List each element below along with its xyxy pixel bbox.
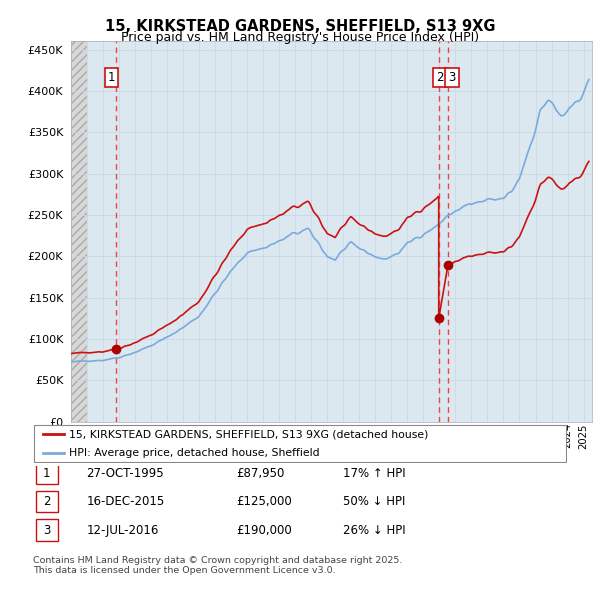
Text: Price paid vs. HM Land Registry's House Price Index (HPI): Price paid vs. HM Land Registry's House …	[121, 31, 479, 44]
Text: 1: 1	[43, 467, 50, 480]
Text: 27-OCT-1995: 27-OCT-1995	[86, 467, 164, 480]
Text: £190,000: £190,000	[236, 525, 292, 537]
Text: 50% ↓ HPI: 50% ↓ HPI	[343, 496, 405, 509]
Text: Contains HM Land Registry data © Crown copyright and database right 2025.
This d: Contains HM Land Registry data © Crown c…	[33, 556, 403, 575]
Text: £87,950: £87,950	[236, 467, 284, 480]
Text: 3: 3	[43, 525, 50, 537]
Text: HPI: Average price, detached house, Sheffield: HPI: Average price, detached house, Shef…	[70, 448, 320, 458]
Text: 15, KIRKSTEAD GARDENS, SHEFFIELD, S13 9XG (detached house): 15, KIRKSTEAD GARDENS, SHEFFIELD, S13 9X…	[70, 430, 428, 440]
Text: 2: 2	[43, 496, 50, 509]
Text: 3: 3	[448, 71, 456, 84]
Text: 17% ↑ HPI: 17% ↑ HPI	[343, 467, 406, 480]
Bar	[35, 519, 58, 541]
Text: 2: 2	[436, 71, 444, 84]
Text: 15, KIRKSTEAD GARDENS, SHEFFIELD, S13 9XG: 15, KIRKSTEAD GARDENS, SHEFFIELD, S13 9X…	[105, 19, 495, 34]
Bar	[35, 462, 58, 484]
Text: £125,000: £125,000	[236, 496, 292, 509]
Text: 1: 1	[107, 71, 115, 84]
Bar	[71, 41, 87, 422]
Bar	[35, 490, 58, 512]
Text: 16-DEC-2015: 16-DEC-2015	[86, 496, 164, 509]
Text: 26% ↓ HPI: 26% ↓ HPI	[343, 525, 406, 537]
Text: 12-JUL-2016: 12-JUL-2016	[86, 525, 159, 537]
